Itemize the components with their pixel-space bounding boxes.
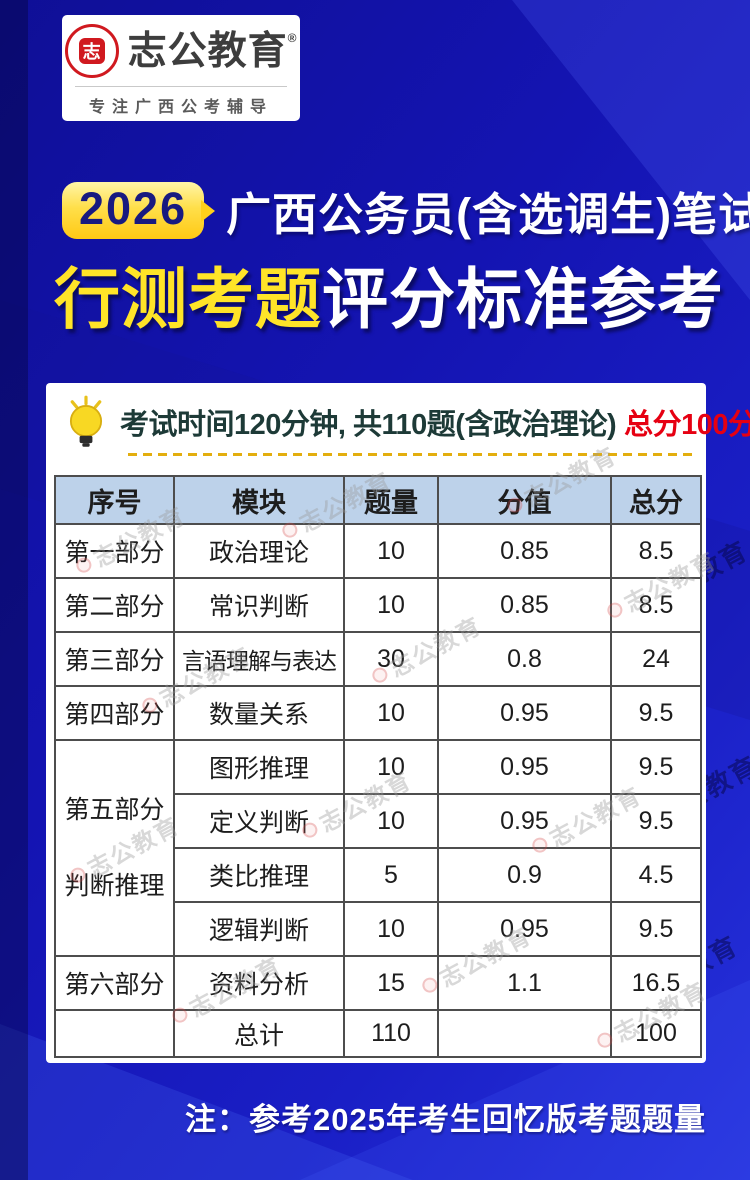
table-cell: 1.1 xyxy=(437,955,612,1011)
table-cell: 9.5 xyxy=(610,901,702,957)
table-cell: 30 xyxy=(343,631,439,687)
total-label-cell: 总计 xyxy=(173,1009,345,1058)
title-line2: 行测考题评分标准参考 xyxy=(54,246,724,342)
header-cell: 模块 xyxy=(173,475,345,525)
table-cell: 资料分析 xyxy=(173,955,345,1011)
header-cell: 题量 xyxy=(343,475,439,525)
table-cell: 0.8 xyxy=(437,631,612,687)
table-cell: 15 xyxy=(343,955,439,1011)
table-row: 第四部分 数量关系 10 0.95 9.5 xyxy=(54,685,702,741)
table-cell: 第一部分 xyxy=(54,523,175,579)
title-rest: 评分标准参考 xyxy=(322,262,724,336)
table-cell: 数量关系 xyxy=(173,685,345,741)
table-row: 第六部分 资料分析 15 1.1 16.5 xyxy=(54,955,702,1011)
brand-tagline: 专注广西公考辅导 xyxy=(88,99,273,116)
table-cell: 10 xyxy=(343,793,439,849)
table-cell: 0.85 xyxy=(437,577,612,633)
brand-seal-character: 志 xyxy=(78,38,105,64)
brand-name-text: 志公教育 xyxy=(127,29,288,73)
lightbulb-icon xyxy=(69,395,103,447)
table-cell: 10 xyxy=(343,577,439,633)
table-cell: 言语理解与表达 xyxy=(173,631,345,687)
table-cell: 9.5 xyxy=(610,685,702,741)
table-cell: 图形推理 xyxy=(173,739,345,795)
title-line1: 2026 广西公务员(含选调生)笔试 xyxy=(62,178,750,243)
header-cell: 分值 xyxy=(437,475,612,525)
exam-summary-main: 考试时间120分钟, 共110题(含政治理论) xyxy=(120,409,617,441)
table-row: 第二部分 常识判断 10 0.85 8.5 xyxy=(54,577,702,633)
table-row: 定义判断 10 0.95 9.5 xyxy=(55,793,702,849)
table-cell: 10 xyxy=(343,523,439,579)
header-cell: 序号 xyxy=(54,475,175,525)
header-cell: 总分 xyxy=(610,475,702,525)
registered-mark: ® xyxy=(287,30,298,45)
table-cell: 常识判断 xyxy=(173,577,345,633)
table-cell: 9.5 xyxy=(610,793,702,849)
merged-section-cell: 第五部分 判断推理 xyxy=(54,739,175,957)
logo-divider xyxy=(75,86,287,87)
table-cell: 10 xyxy=(343,739,439,795)
table-total-row: 总计 110 100 xyxy=(54,1009,702,1058)
table-cell: 类比推理 xyxy=(173,847,345,903)
dashed-divider xyxy=(128,453,694,456)
brand-seal-icon: 志 xyxy=(64,24,119,78)
footnote: 注：参考2025年考生回忆版考题题量 xyxy=(185,1102,706,1137)
table-cell: 8.5 xyxy=(610,523,702,579)
table-cell: 10 xyxy=(343,901,439,957)
table-cell xyxy=(54,1009,175,1058)
exam-summary-row: 考试时间120分钟, 共110题(含政治理论) 总分100分 xyxy=(64,395,750,449)
year-badge-text: 2026 xyxy=(79,183,188,234)
content-card: 考试时间120分钟, 共110题(含政治理论) 总分100分 序号 模块 题量 分… xyxy=(46,383,750,1063)
table-cell: 10 xyxy=(343,685,439,741)
table-cell: 0.95 xyxy=(437,739,612,795)
table-cell: 第三部分 xyxy=(54,631,175,687)
table-cell: 0.95 xyxy=(437,685,612,741)
table-cell: 0.85 xyxy=(437,523,612,579)
table-cell: 0.95 xyxy=(437,901,612,957)
total-quantity-cell: 110 xyxy=(343,1009,439,1058)
table-row: 逻辑判断 10 0.95 9.5 xyxy=(55,901,702,957)
table-row: 第三部分 言语理解与表达 30 0.8 24 xyxy=(54,631,702,687)
table-cell: 9.5 xyxy=(610,739,702,795)
brand-name: 志公教育® xyxy=(128,32,298,71)
table-cell: 16.5 xyxy=(610,955,702,1011)
year-badge: 2026 xyxy=(62,182,205,239)
table-row: 第五部分 判断推理 图形推理 10 0.95 9.5 xyxy=(54,739,702,957)
table-cell: 4.5 xyxy=(610,847,702,903)
section-label: 第五部分 xyxy=(64,796,165,824)
exam-title: 广西公务员(含选调生)笔试 xyxy=(226,189,750,240)
table-cell xyxy=(437,1009,612,1058)
total-score-cell: 100 xyxy=(610,1009,702,1058)
table-header-row: 序号 模块 题量 分值 总分 xyxy=(54,475,702,525)
table-cell: 0.9 xyxy=(437,847,612,903)
brand-logo-card: 志 志公教育® 专注广西公考辅导 xyxy=(62,15,300,121)
table-cell: 逻辑判断 xyxy=(173,901,345,957)
table-cell: 定义判断 xyxy=(173,793,345,849)
table-cell: 0.95 xyxy=(437,793,612,849)
table-cell: 第六部分 xyxy=(54,955,175,1011)
table-row: 类比推理 5 0.9 4.5 xyxy=(55,847,702,903)
table-cell: 第四部分 xyxy=(54,685,175,741)
title-highlight: 行测考题 xyxy=(54,262,322,336)
brand-logo-row: 志 志公教育® xyxy=(64,24,298,78)
section-label: 判断推理 xyxy=(64,872,165,900)
table-row: 第一部分 政治理论 10 0.85 8.5 xyxy=(54,523,702,579)
spacer xyxy=(56,825,173,871)
table-cell: 8.5 xyxy=(610,577,702,633)
exam-total-score: 总分100分 xyxy=(624,409,750,441)
table-cell: 24 xyxy=(610,631,702,687)
exam-summary-text: 考试时间120分钟, 共110题(含政治理论) 总分100分 xyxy=(120,401,750,443)
table-cell: 第二部分 xyxy=(54,577,175,633)
table-cell: 政治理论 xyxy=(173,523,345,579)
background-edge-strip xyxy=(0,0,28,1180)
score-table: 序号 模块 题量 分值 总分 第一部分 政治理论 10 0.85 8.5 第二部… xyxy=(54,475,702,1058)
table-cell: 5 xyxy=(343,847,439,903)
